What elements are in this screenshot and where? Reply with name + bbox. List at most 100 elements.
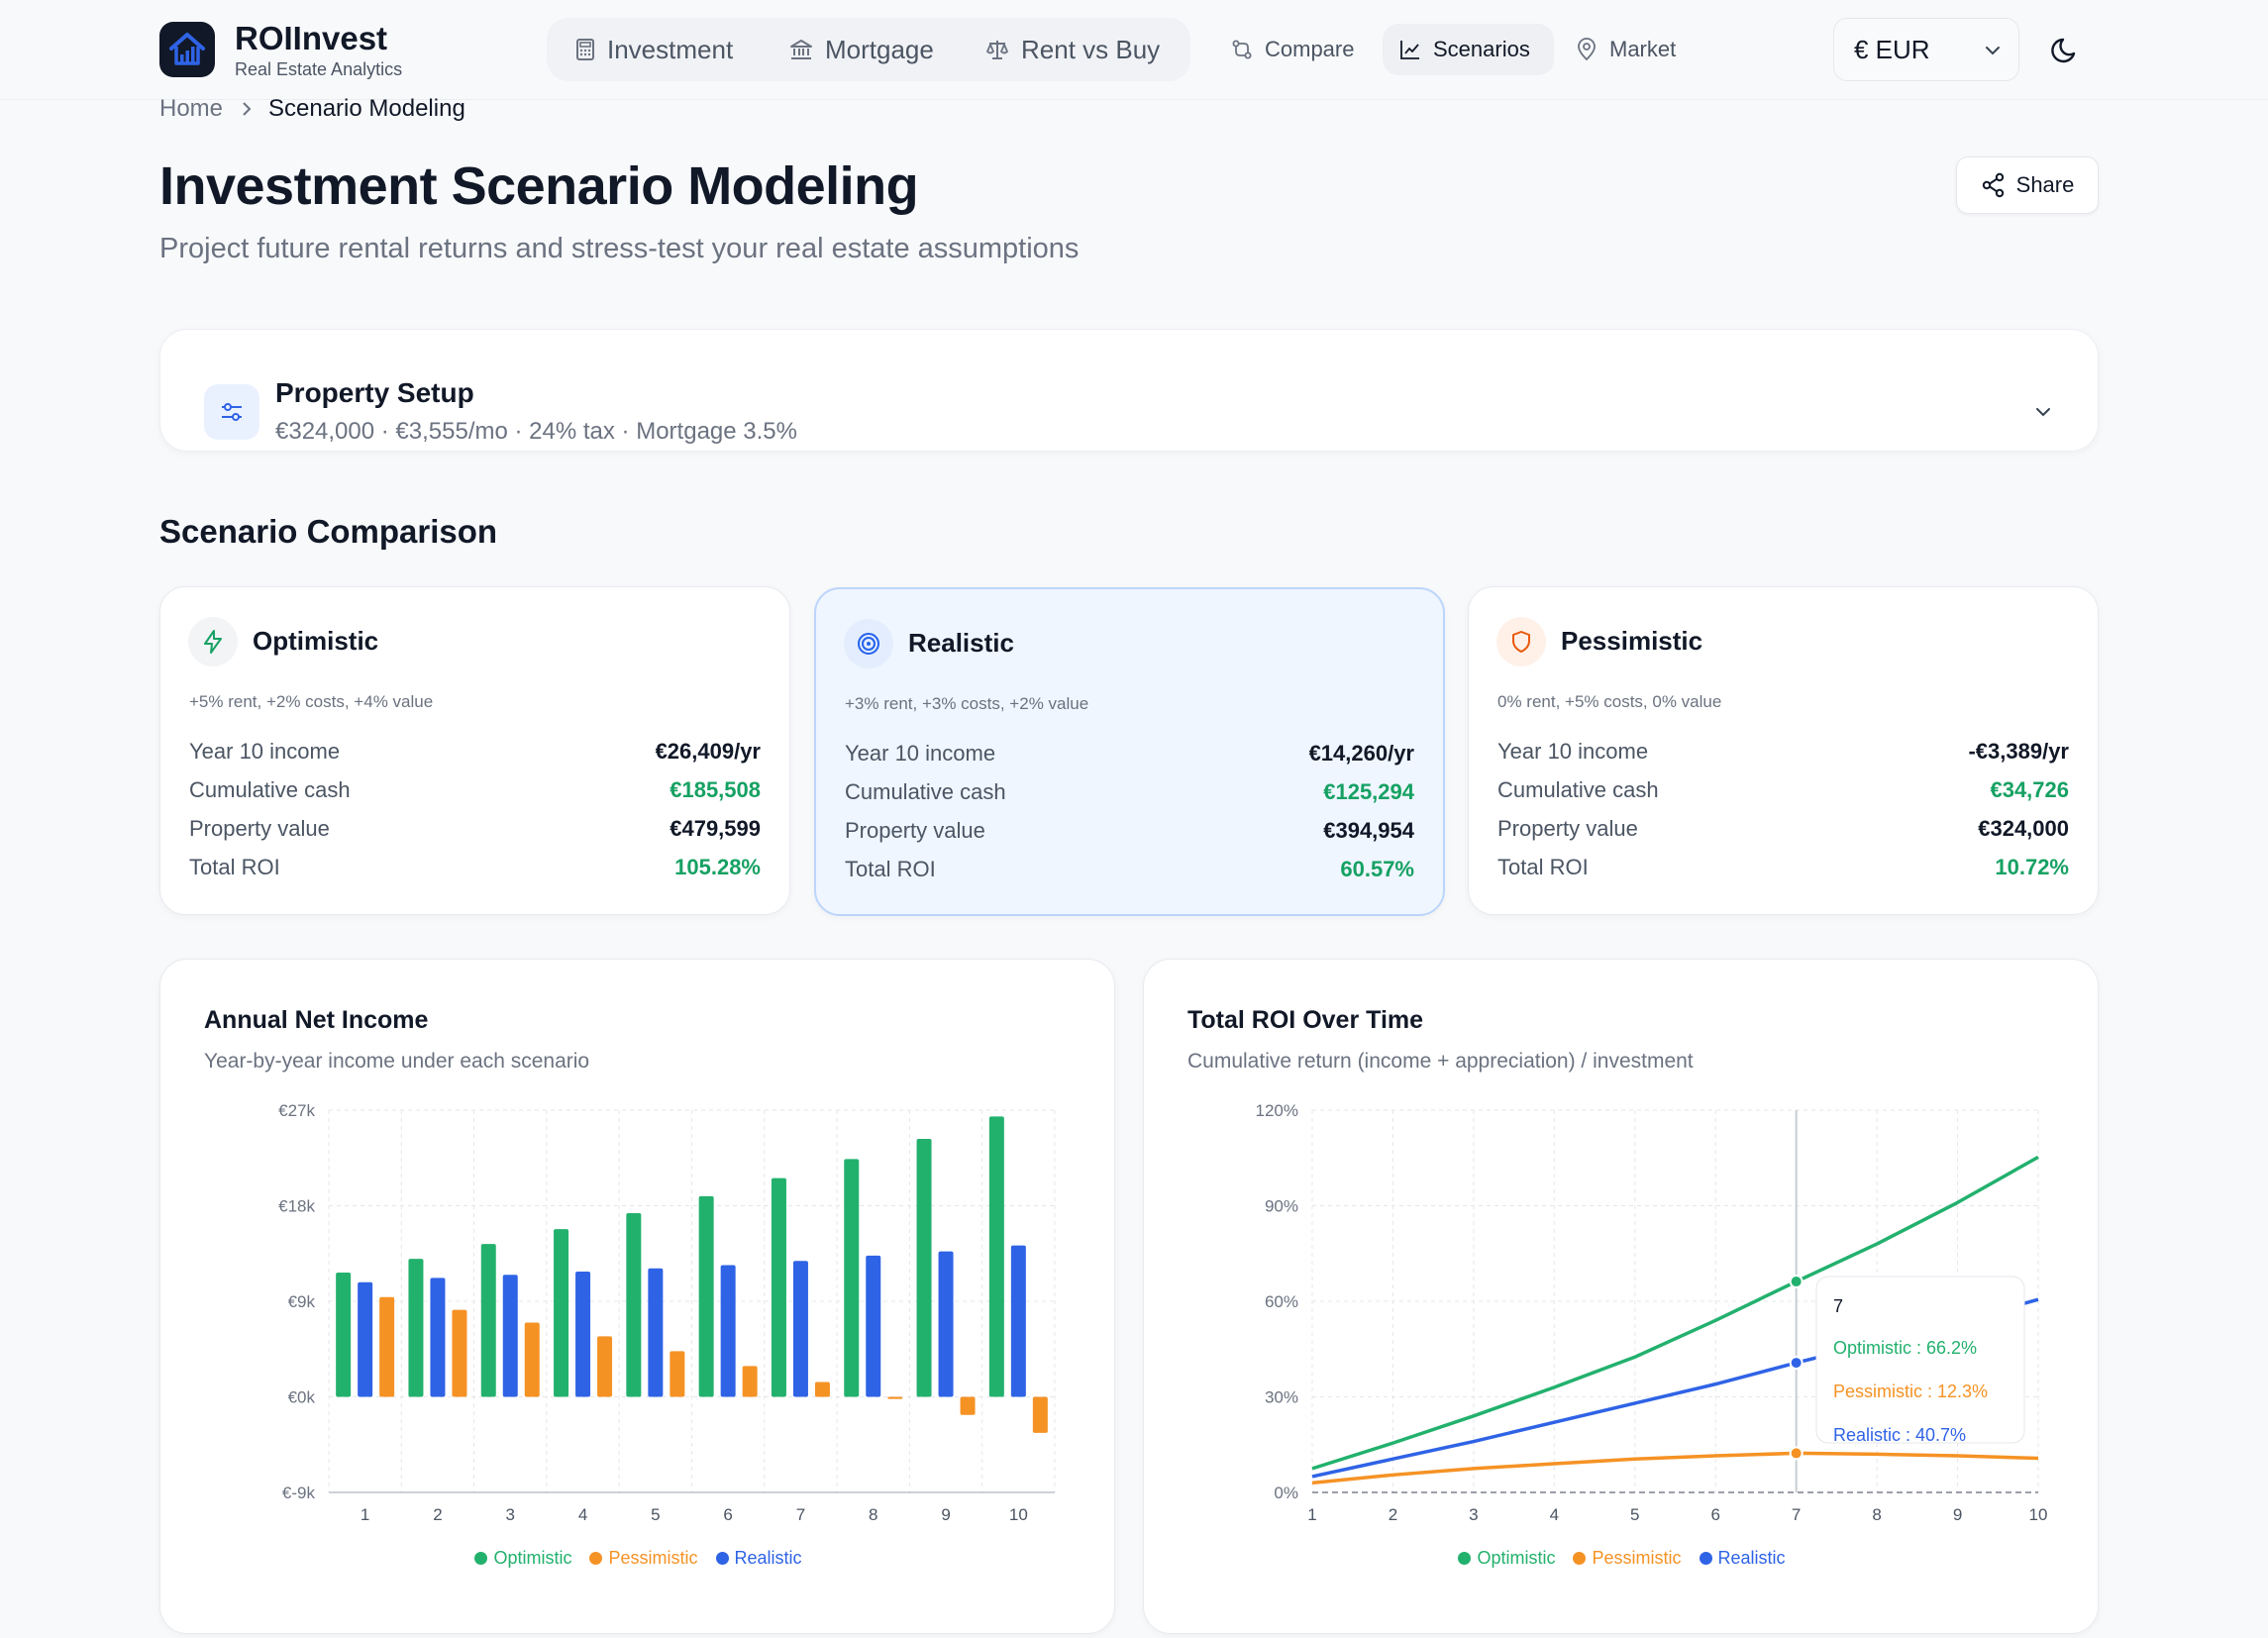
breadcrumb-home[interactable]: Home (159, 95, 224, 122)
bar-optimistic (771, 1177, 786, 1397)
setup-title: Property Setup (275, 377, 474, 408)
x-tick-label: 6 (723, 1505, 732, 1524)
nav-compare[interactable]: Compare (1231, 18, 1354, 81)
x-tick-label: 6 (1710, 1505, 1719, 1524)
currency-select[interactable]: € EUR (1833, 18, 2019, 81)
total-roi-card: Total ROI Over Time Cumulative return (i… (1143, 959, 2099, 1634)
metric-label: Property value (845, 818, 985, 843)
currency-value: € EUR (1854, 34, 1930, 64)
theme-toggle-button[interactable] (2048, 32, 2084, 67)
primary-nav (547, 18, 1190, 81)
legend-label: Pessimistic (608, 1548, 698, 1568)
nav-scenarios[interactable]: Scenarios (1399, 18, 1530, 81)
bar-optimistic (626, 1213, 642, 1397)
legend-dot (1573, 1552, 1587, 1565)
chart-title: Annual Net Income (204, 1006, 429, 1034)
legend-item-realistic[interactable]: Realistic (715, 1548, 802, 1569)
metric-value: €185,508 (670, 777, 761, 802)
bar-pessimistic (524, 1322, 540, 1397)
x-tick-label: 10 (2029, 1505, 2048, 1524)
x-tick-label: 7 (796, 1505, 805, 1524)
brand-name[interactable]: ROIInvest (235, 20, 388, 56)
legend-label: Realistic (734, 1548, 802, 1568)
legend-item-pessimistic[interactable]: Pessimistic (589, 1548, 698, 1569)
nav-investment[interactable]: Investment (575, 18, 733, 81)
legend-dot (1458, 1552, 1472, 1565)
logo-house-icon[interactable] (159, 22, 215, 77)
metric-row-roi: Total ROI 60.57% (845, 857, 1414, 888)
bar-pessimistic (670, 1351, 685, 1397)
metric-value: 105.28% (674, 855, 761, 879)
bar-realistic (648, 1268, 664, 1397)
line-chart[interactable]: 120% 90% 60% 30% 0% 1 2 3 4 5 6 7 8 9 10 7 Optimistic : … (1144, 960, 2100, 1593)
property-setup-card[interactable]: Property Setup €324,000 · €3,555/mo · 24… (159, 329, 2099, 452)
top-navigation: ROIInvest Real Estate Analytics Investme… (0, 0, 2268, 100)
metric-label: Cumulative cash (1497, 777, 1659, 802)
tooltip-line: Optimistic : 66.2% (1833, 1338, 1977, 1358)
metric-label: Property value (189, 816, 330, 841)
y-tick-label: €0k (288, 1388, 316, 1407)
lightning-icon (188, 617, 238, 666)
y-tick-label: 30% (1265, 1388, 1298, 1407)
scenario-description: 0% rent, +5% costs, 0% value (1497, 692, 1722, 711)
metric-row-value: Property value €324,000 (1497, 816, 2069, 848)
nav-compare-label: Compare (1265, 37, 1355, 61)
scenario-card-optimistic[interactable]: Optimistic +5% rent, +2% costs, +4% valu… (159, 586, 790, 915)
bar-optimistic (844, 1159, 860, 1397)
metric-label: Total ROI (1497, 855, 1589, 879)
legend-label: Optimistic (493, 1548, 572, 1568)
metric-row-income: Year 10 income €14,260/yr (845, 741, 1414, 772)
metric-label: Cumulative cash (189, 777, 351, 802)
metric-label: Year 10 income (189, 739, 341, 764)
metric-label: Cumulative cash (845, 779, 1006, 804)
metric-value: €125,294 (1323, 779, 1414, 804)
bar-optimistic (336, 1273, 352, 1397)
shield-icon (1496, 617, 1546, 666)
section-title: Scenario Comparison (159, 513, 498, 550)
legend-item-optimistic[interactable]: Optimistic (474, 1548, 571, 1569)
nav-rent-vs-buy[interactable]: Rent vs Buy (985, 18, 1160, 81)
share-icon (1982, 172, 2004, 198)
hover-point-optimistic (1789, 1275, 1804, 1289)
chart-title: Total ROI Over Time (1187, 1006, 1424, 1034)
metric-row-cash: Cumulative cash €125,294 (845, 779, 1414, 811)
legend-item-optimistic[interactable]: Optimistic (1458, 1548, 1555, 1569)
metric-value: €26,409/yr (655, 739, 761, 764)
bar-realistic (502, 1275, 518, 1397)
metric-row-value: Property value €479,599 (189, 816, 761, 848)
bar-chart[interactable]: €27k €18k €9k €0k €-9k 1 2 3 4 5 6 7 8 9 10 (160, 960, 1116, 1593)
scenario-card-realistic[interactable]: Realistic +3% rent, +3% costs, +2% value… (814, 587, 1445, 916)
target-icon (844, 619, 893, 668)
legend-item-pessimistic[interactable]: Pessimistic (1573, 1548, 1682, 1569)
metric-value: 60.57% (1340, 857, 1414, 881)
x-tick-label: 3 (506, 1505, 515, 1524)
chevron-down-icon[interactable] (2032, 401, 2054, 423)
nav-mortgage[interactable]: Mortgage (789, 18, 934, 81)
bar-pessimistic (597, 1336, 613, 1397)
bar-optimistic (698, 1195, 714, 1397)
bar-optimistic (408, 1259, 424, 1397)
metric-row-income: Year 10 income -€3,389/yr (1497, 739, 2069, 770)
nav-market[interactable]: Market (1576, 18, 1676, 81)
legend-item-realistic[interactable]: Realistic (1699, 1548, 1786, 1569)
chevron-right-icon (243, 102, 252, 116)
metric-label: Year 10 income (1497, 739, 1649, 764)
chart-tooltip: 7 Optimistic : 66.2% Pessimistic : 12.3% Re… (1815, 1276, 2025, 1445)
nav-market-label: Market (1609, 37, 1677, 61)
nav-rent-vs-buy-label: Rent vs Buy (1021, 34, 1161, 64)
bank-icon (790, 40, 812, 59)
annual-net-income-card: Annual Net Income Year-by-year income un… (159, 959, 1115, 1634)
bar-realistic (866, 1255, 881, 1397)
bar-realistic (430, 1278, 446, 1397)
legend-label: Realistic (1717, 1548, 1786, 1568)
bar-pessimistic (887, 1396, 903, 1399)
x-tick-label: 4 (578, 1505, 587, 1524)
y-tick-label: €18k (278, 1197, 315, 1216)
scenario-card-pessimistic[interactable]: Pessimistic 0% rent, +5% costs, 0% value… (1468, 586, 2099, 915)
page-title: Investment Scenario Modeling (159, 156, 919, 216)
metric-label: Property value (1497, 816, 1638, 841)
share-button[interactable]: Share (1956, 156, 2099, 214)
metric-label: Year 10 income (845, 741, 996, 766)
chevron-down-icon (1986, 47, 2000, 55)
x-tick-label: 4 (1550, 1505, 1559, 1524)
